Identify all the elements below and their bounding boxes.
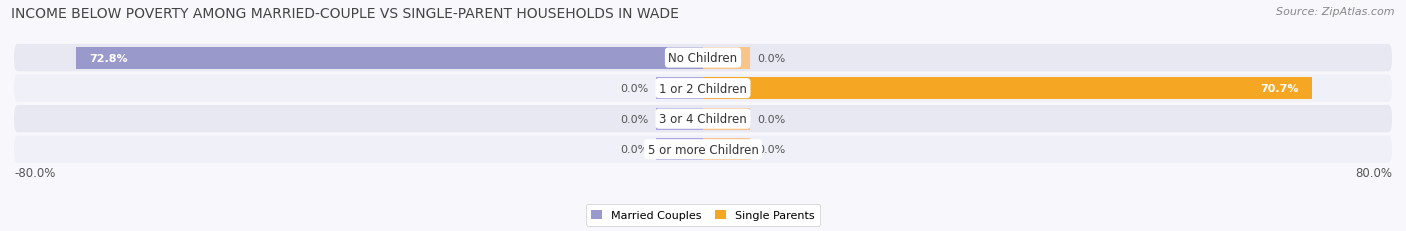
Text: 70.7%: 70.7%: [1260, 84, 1299, 94]
Bar: [655, 108, 703, 130]
Text: 0.0%: 0.0%: [758, 114, 786, 124]
Text: 0.0%: 0.0%: [620, 84, 648, 94]
Text: 3 or 4 Children: 3 or 4 Children: [659, 113, 747, 126]
Legend: Married Couples, Single Parents: Married Couples, Single Parents: [586, 204, 820, 226]
Text: 0.0%: 0.0%: [758, 53, 786, 63]
FancyBboxPatch shape: [14, 106, 1392, 133]
Text: 5 or more Children: 5 or more Children: [648, 143, 758, 156]
Text: 80.0%: 80.0%: [1355, 166, 1392, 179]
Text: INCOME BELOW POVERTY AMONG MARRIED-COUPLE VS SINGLE-PARENT HOUSEHOLDS IN WADE: INCOME BELOW POVERTY AMONG MARRIED-COUPL…: [11, 7, 679, 21]
Bar: [655, 78, 703, 100]
Bar: [703, 78, 1312, 100]
Bar: [703, 139, 751, 161]
Bar: [76, 47, 703, 69]
Text: No Children: No Children: [668, 52, 738, 65]
Text: 1 or 2 Children: 1 or 2 Children: [659, 82, 747, 95]
Text: 0.0%: 0.0%: [620, 114, 648, 124]
Text: 72.8%: 72.8%: [89, 53, 128, 63]
Bar: [655, 139, 703, 161]
FancyBboxPatch shape: [14, 75, 1392, 102]
Text: 0.0%: 0.0%: [758, 145, 786, 155]
Bar: [703, 47, 751, 69]
Text: 0.0%: 0.0%: [620, 145, 648, 155]
Bar: [703, 108, 751, 130]
FancyBboxPatch shape: [14, 45, 1392, 72]
FancyBboxPatch shape: [14, 136, 1392, 163]
Text: Source: ZipAtlas.com: Source: ZipAtlas.com: [1277, 7, 1395, 17]
Text: -80.0%: -80.0%: [14, 166, 55, 179]
